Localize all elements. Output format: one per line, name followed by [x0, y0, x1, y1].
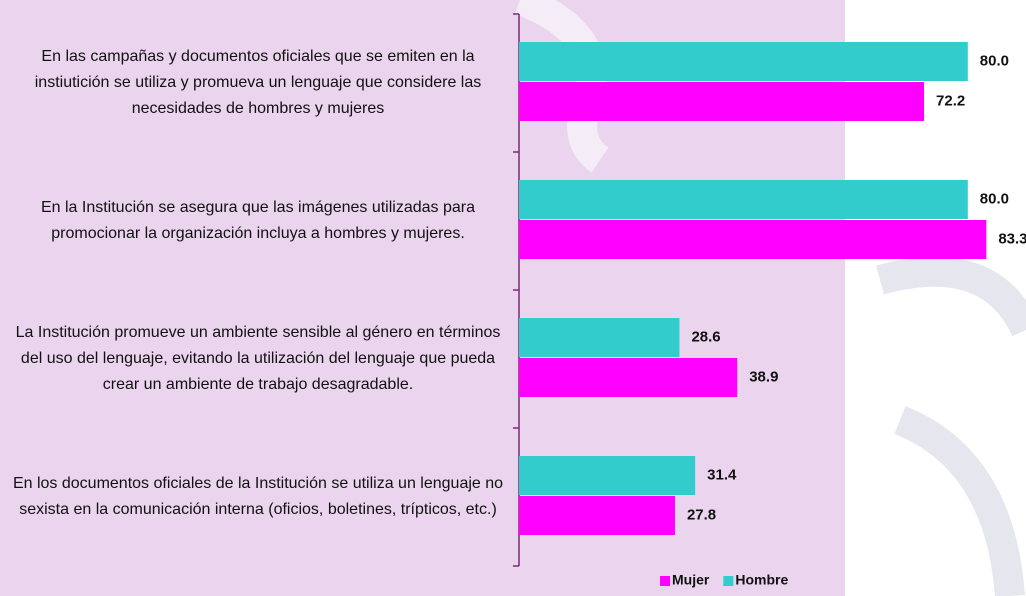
bar [519, 496, 675, 535]
category-label: En los documentos oficiales de la Instit… [3, 471, 513, 523]
value-label: 28.6 [691, 328, 720, 345]
bar [519, 42, 968, 81]
value-label: 80.0 [980, 52, 1009, 69]
category-label: La Institución promueve un ambiente sens… [3, 320, 513, 398]
legend-label: Hombre [735, 572, 788, 588]
bar [519, 318, 679, 357]
value-label: 31.4 [707, 466, 737, 483]
value-label: 83.3 [998, 230, 1026, 247]
bar [519, 456, 695, 495]
value-label: 27.8 [687, 506, 716, 523]
legend-swatch [723, 576, 733, 586]
legend-swatch [660, 576, 670, 586]
bar [519, 358, 737, 397]
category-label: En la Institución se asegura que las imá… [3, 195, 513, 247]
bar [519, 82, 924, 121]
legend-label: Mujer [672, 572, 710, 588]
value-label: 80.0 [980, 190, 1009, 207]
category-label: En las campañas y documentos oficiales q… [3, 44, 513, 122]
bar [519, 180, 968, 219]
page: 72.2 80.0 83.3 80.0 38.9 28.6 27.8 31.4 Mujer Hom… [0, 0, 1026, 596]
bar [519, 220, 986, 259]
value-label: 72.2 [936, 92, 965, 109]
decoration [880, 272, 1026, 596]
value-label: 38.9 [749, 368, 778, 385]
